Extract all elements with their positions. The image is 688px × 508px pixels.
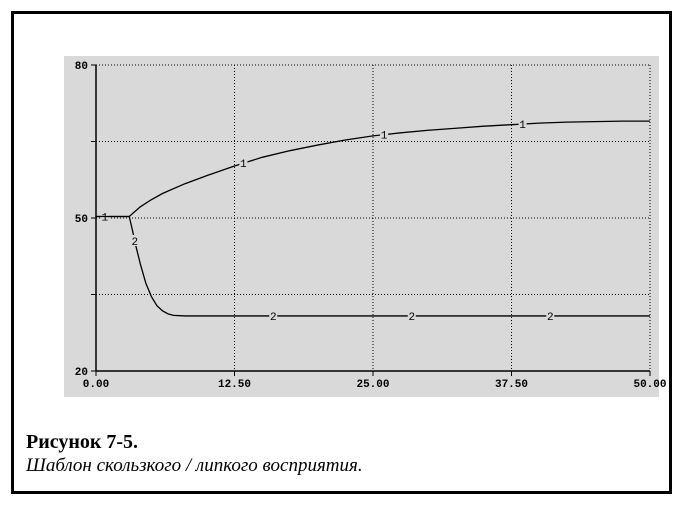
- series-label-bg: [269, 309, 278, 321]
- y-tick-label: 50: [75, 214, 88, 226]
- caption-text: Шаблон скользкого / липкого восприятия.: [26, 455, 363, 476]
- plot-background: [64, 56, 659, 397]
- y-tick-label: 80: [75, 61, 88, 73]
- x-tick-label: 25.00: [356, 379, 389, 391]
- series-label-bg: [130, 234, 139, 246]
- series-1-label: 1: [240, 159, 247, 171]
- series-label-bg: [407, 309, 416, 321]
- series-label-bg: [546, 309, 555, 321]
- series-2-label: 2: [270, 312, 277, 324]
- series-label-bg: [518, 118, 527, 130]
- y-tick-label: 20: [75, 367, 88, 379]
- series-1-label: 1: [102, 212, 109, 224]
- series-1-line: [96, 120, 650, 218]
- series-2-label: 2: [408, 312, 415, 324]
- series-1-label: 1: [519, 120, 526, 132]
- series-1-label: 1: [381, 131, 388, 143]
- series-label-bg: [239, 157, 248, 169]
- x-tick-label: 12.50: [218, 379, 251, 391]
- x-tick-label: 50.00: [633, 379, 666, 391]
- series-label-bg: [380, 128, 389, 140]
- x-tick-label: 37.50: [495, 379, 528, 391]
- caption-title: Рисунок 7-5.: [26, 431, 139, 453]
- series-2-label: 2: [547, 312, 554, 324]
- series-2-label: 2: [131, 237, 138, 249]
- x-tick-label: 0.00: [83, 379, 109, 391]
- figure-caption: Рисунок 7-5. Шаблон скользкого / липкого…: [26, 430, 646, 478]
